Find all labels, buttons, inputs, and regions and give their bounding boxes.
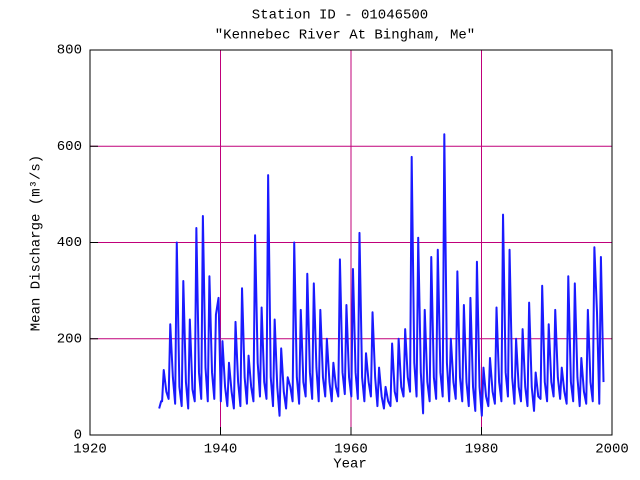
chart-subtitle: "Kennebec River At Bingham, Me" bbox=[215, 28, 475, 44]
x-tick-label: 1980 bbox=[465, 442, 499, 458]
y-tick-label: 400 bbox=[57, 235, 82, 251]
plot-frame bbox=[89, 49, 613, 436]
x-tick-label: 2000 bbox=[595, 442, 629, 458]
x-tick-label: 1940 bbox=[204, 442, 238, 458]
y-axis-label: Mean Discharge (m³/s) bbox=[29, 155, 45, 331]
x-tick-label: 1960 bbox=[334, 442, 368, 458]
x-axis-label: Year bbox=[333, 457, 367, 473]
y-tick-label: 0 bbox=[74, 428, 82, 444]
y-tick-label: 800 bbox=[57, 43, 82, 59]
data-line bbox=[158, 133, 605, 417]
y-tick-label: 600 bbox=[57, 139, 82, 155]
chart-title: Station ID - 01046500 bbox=[252, 8, 428, 24]
x-tick-label: 1920 bbox=[73, 442, 107, 458]
y-tick-label: 200 bbox=[57, 331, 82, 347]
